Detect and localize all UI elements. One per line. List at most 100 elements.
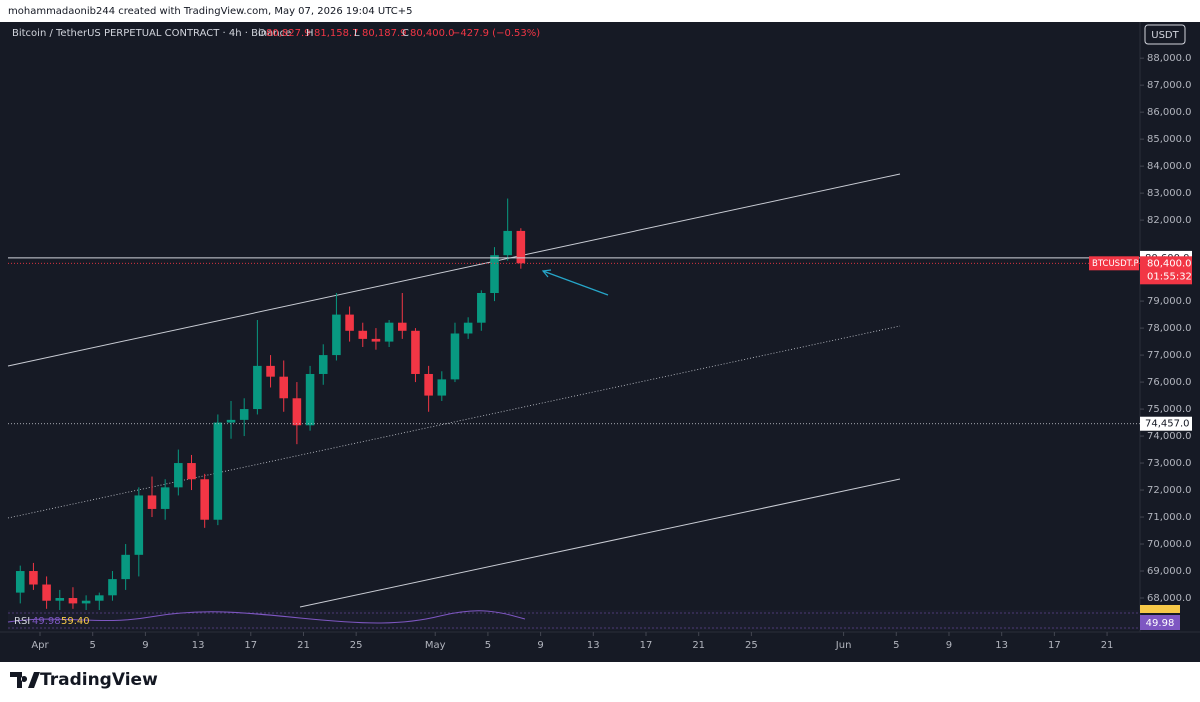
- rsi-badge: [1140, 615, 1180, 630]
- plot: [15, 198, 526, 617]
- x-tick-label: 9: [946, 640, 952, 651]
- y-tick-label: 77,000.0: [1147, 350, 1192, 361]
- channel-middle: [7, 325, 901, 519]
- candle-body: [200, 479, 209, 520]
- candle-body: [371, 338, 381, 342]
- rsi-value: 49.98: [32, 616, 61, 627]
- currency-button-text[interactable]: USDT: [1151, 30, 1179, 41]
- rsi-name: RSI: [14, 616, 30, 627]
- ohlc-key: L: [354, 28, 360, 39]
- candle-body: [147, 495, 157, 509]
- candle-body: [121, 554, 130, 580]
- candle-body: [55, 598, 65, 601]
- ohlc-value: 81,158.7: [314, 28, 359, 39]
- channel-lower: [299, 478, 901, 608]
- y-tick-label: 73,000.0: [1147, 458, 1192, 469]
- candle-body: [358, 330, 368, 339]
- candle-body: [108, 579, 117, 596]
- candle-body: [305, 373, 315, 426]
- candle-body: [463, 322, 473, 334]
- y-tick-label: 71,000.0: [1147, 512, 1192, 523]
- symbol: Bitcoin / TetherUS PERPETUAL CONTRACT · …: [12, 28, 291, 39]
- candle-body: [279, 376, 289, 399]
- y-tick-label: 83,000.0: [1147, 188, 1192, 199]
- candle-body: [239, 409, 249, 420]
- rsi-badge-text: 49.98: [1146, 618, 1175, 629]
- candle-body: [318, 355, 328, 374]
- x-tick-label: 17: [244, 640, 257, 651]
- candle-body: [450, 333, 460, 380]
- candle-body: [213, 422, 223, 520]
- y-tick-label: 78,000.0: [1147, 323, 1192, 334]
- rsi-ma-value: 59.40: [61, 616, 90, 627]
- ohlc: O 80,827.9H 81,158.7L 80,187.9C 80,400.0−427…: [258, 28, 540, 39]
- x-tick-label: 5: [485, 640, 491, 651]
- y-tick-label: 85,000.0: [1147, 134, 1192, 145]
- brand: TradingView: [40, 670, 158, 690]
- x-tick-label: 5: [90, 640, 96, 651]
- candle-body: [160, 487, 170, 509]
- chart-bg: [0, 22, 1200, 662]
- y-tick-label: 84,000.0: [1147, 161, 1192, 172]
- candle-body: [516, 230, 526, 264]
- level-badge: [1140, 416, 1192, 431]
- candle-body: [437, 379, 447, 396]
- x-tick-label: 13: [587, 640, 600, 651]
- x-tick-label: 21: [692, 640, 705, 651]
- candle-body: [411, 330, 420, 374]
- ohlc-value: 80,187.9: [362, 28, 407, 39]
- candle-body: [490, 255, 499, 294]
- candle-body: [292, 398, 302, 426]
- y-tick-label: 82,000.0: [1147, 215, 1192, 226]
- ohlc-value: 80,827.9: [266, 28, 311, 39]
- x-tick-label: 21: [297, 640, 310, 651]
- candle-body: [424, 373, 433, 396]
- y-tick-label: 87,000.0: [1147, 80, 1192, 91]
- candle-body: [226, 419, 236, 423]
- last-price-label: 80,400.0: [1147, 258, 1192, 269]
- x-tick-label: 9: [537, 640, 543, 651]
- x-tick-label: Jun: [835, 640, 852, 651]
- y-tick-label: 75,000.0: [1147, 404, 1192, 415]
- symbol-tag: BTCUSDT.P: [1092, 259, 1139, 269]
- x-tick-label: 17: [1048, 640, 1061, 651]
- symbol-tag-bg: [1089, 256, 1139, 271]
- candle-body: [398, 322, 407, 331]
- currency-button[interactable]: [1144, 24, 1186, 45]
- last-price-badge: [1140, 256, 1192, 285]
- countdown: 01:55:32: [1147, 271, 1192, 282]
- arrow: [542, 270, 609, 296]
- ohlc-value: 80,400.0: [410, 28, 455, 39]
- ohlc-key: O: [258, 28, 266, 39]
- rsi-pane: [8, 610, 1140, 630]
- x-tick-label: 13: [192, 640, 205, 651]
- attribution: mohammadaonib244 created with TradingVie…: [8, 6, 412, 17]
- footer-bg: [0, 662, 1200, 702]
- candle-body: [253, 365, 262, 410]
- x-tick-label: Apr: [31, 640, 49, 651]
- rsi-line: [7, 610, 526, 624]
- x-tick-label: 5: [893, 640, 899, 651]
- x-tick-label: 21: [1101, 640, 1114, 651]
- x-tick-label: May: [425, 640, 446, 651]
- y-tick-label: 76,000.0: [1147, 377, 1192, 388]
- candle-body: [15, 571, 25, 593]
- candle-body: [95, 595, 104, 601]
- candle-body: [187, 463, 196, 480]
- candle-body: [503, 230, 512, 256]
- candle-body: [332, 314, 341, 356]
- x-tick-label: 17: [640, 640, 653, 651]
- x-tick-label: 9: [142, 640, 148, 651]
- y-tick-label: 74,000.0: [1147, 431, 1192, 442]
- candle-body: [81, 600, 91, 604]
- channel-upper: [7, 173, 901, 367]
- y-tick-label: 70,000.0: [1147, 539, 1192, 550]
- rsi-ma-badge: [1140, 605, 1180, 613]
- candle-body: [134, 495, 144, 555]
- candle-body: [266, 365, 275, 377]
- ohlc-key: H: [306, 28, 314, 39]
- y-tick-label: 72,000.0: [1147, 485, 1192, 496]
- candle-body: [29, 571, 38, 585]
- x-tick-label: 25: [350, 640, 363, 651]
